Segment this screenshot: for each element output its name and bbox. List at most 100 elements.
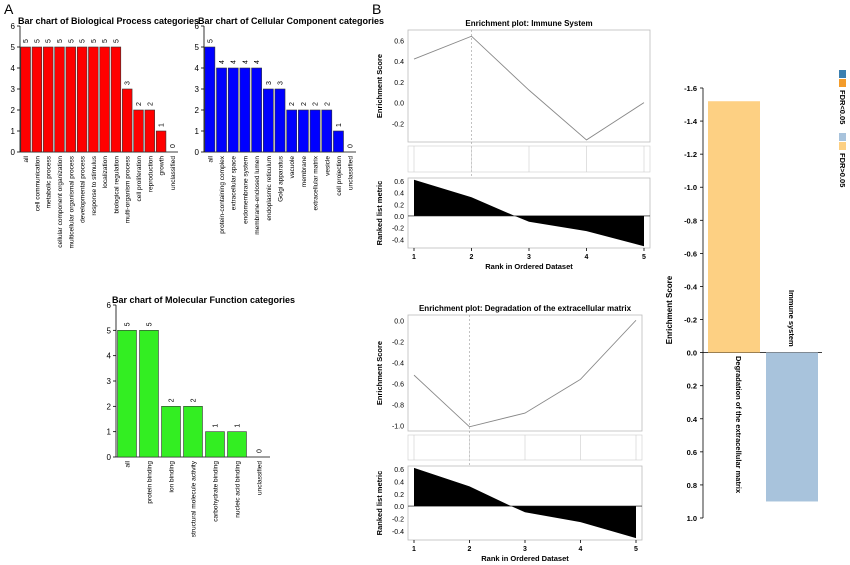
bar — [309, 109, 321, 153]
category-label: developmental process — [80, 155, 87, 223]
category-label: unclassified — [348, 156, 355, 190]
x-axis-label: Rank in Ordered Dataset — [481, 554, 569, 563]
es-tick-label: 0.6 — [394, 38, 404, 45]
y-tick-label: -1.4 — [684, 117, 698, 126]
panel-b-label: B — [372, 1, 381, 17]
x-tick-label: 1 — [412, 254, 416, 261]
bar — [54, 46, 65, 153]
category-label: cell communication — [34, 156, 41, 212]
x-tick-label: 5 — [634, 546, 638, 553]
data-label: 5 — [80, 39, 87, 43]
enrichment-score-bar-chart: -1.6 -1.4 -1.2 -1.0 -0.8 -0.6 -0.4 -0.2 0.0 0.2 0.… — [665, 70, 847, 523]
category-label: multicellular organismal process — [68, 155, 75, 248]
x-tick-label: 2 — [470, 254, 474, 261]
y-tick-label: -1.0 — [684, 183, 697, 192]
bar — [88, 46, 99, 153]
bar — [139, 330, 159, 458]
chart-title: Enrichment plot: Degradation of the extr… — [419, 304, 632, 313]
y-tick-label: 1 — [107, 428, 112, 437]
metric-tick-label: 0.4 — [394, 479, 404, 486]
y-tick-label: 6 — [107, 301, 112, 310]
es-tick-label: -0.8 — [392, 403, 404, 410]
immune-enrichment-plot: Enrichment plot: Immune System 0.6 0.4 0.2 0… — [375, 19, 651, 271]
category-label: cellular component organization — [57, 156, 64, 248]
es-panel-frame — [407, 314, 643, 432]
metric-area — [414, 179, 644, 247]
y-tick-label: 0 — [195, 148, 200, 157]
metric-tick-label: 0.6 — [394, 467, 404, 474]
es-tick-label: -0.6 — [392, 382, 404, 389]
y-tick-label: 3 — [107, 377, 112, 386]
data-label: 1 — [159, 123, 166, 127]
data-label: 5 — [68, 39, 75, 43]
data-label: 5 — [34, 39, 41, 43]
y-tick-label: 0.8 — [687, 481, 697, 490]
x-tick-label: 2 — [468, 546, 472, 553]
metric-tick-label: -0.4 — [392, 529, 404, 536]
bar — [99, 46, 110, 153]
y-tick-label: -1.6 — [684, 84, 697, 93]
es-line — [413, 319, 637, 428]
category-label: cell projection — [336, 156, 343, 196]
y-tick-label: -1.2 — [684, 150, 697, 159]
es-tick-label: -0.2 — [392, 121, 404, 128]
data-label: 5 — [57, 39, 64, 43]
bar — [766, 352, 818, 502]
es-panel-frame — [407, 29, 651, 143]
metric-y-label: Ranked list metric — [375, 181, 384, 246]
data-label: 0 — [348, 144, 355, 148]
bar — [204, 46, 216, 153]
y-tick-label: 0 — [11, 148, 16, 157]
y-tick-label: 4 — [195, 64, 200, 73]
y-tick-label: -0.6 — [684, 249, 697, 258]
y-tick-label: -0.8 — [684, 216, 697, 225]
metric-tick-label: 0.0 — [394, 504, 404, 511]
metric-tick-label: 0.4 — [394, 191, 404, 198]
data-label: 1 — [213, 424, 220, 428]
data-label: 2 — [301, 102, 308, 106]
data-label: 5 — [46, 39, 53, 43]
y-tick-label: 2 — [107, 402, 112, 411]
category-label: structural molecule activity — [191, 460, 198, 537]
bar — [239, 67, 251, 153]
bar — [274, 88, 286, 153]
es-tick-label: 0.0 — [394, 101, 404, 108]
metric-tick-label: 0.0 — [394, 214, 404, 221]
x-tick-label: 5 — [642, 254, 646, 261]
cc-bar-chart: Bar chart of Cellular Component categori… — [195, 16, 385, 235]
category-label: ion binding — [169, 461, 176, 493]
bar — [31, 46, 43, 153]
data-label: 2 — [191, 398, 198, 402]
es-y-label: Enrichment Score — [375, 54, 384, 118]
bar — [144, 109, 155, 153]
bar — [155, 130, 167, 153]
category-label: membrane-enclosed lumen — [254, 156, 261, 235]
x-tick-label: 3 — [527, 254, 531, 261]
data-label: 0 — [257, 449, 264, 453]
data-label: 2 — [289, 102, 296, 106]
data-label: 5 — [23, 39, 30, 43]
category-label: Golgi apparatus — [278, 155, 285, 202]
category-label: protein-containing complex — [219, 155, 226, 233]
es-y-label: Enrichment Score — [375, 341, 384, 405]
legend-swatch — [839, 70, 846, 78]
y-tick-label: 1.0 — [687, 514, 697, 523]
y-tick-label: 6 — [11, 22, 16, 31]
x-tick-label: 1 — [412, 546, 416, 553]
x-axis-label: Rank in Ordered Dataset — [485, 262, 573, 271]
category-label: endomembrane system — [242, 156, 249, 224]
bp-bar-chart: Bar chart of Biological Process categori… — [11, 16, 200, 248]
legend-swatch — [839, 79, 846, 87]
y-tick-label: 0.0 — [687, 349, 697, 358]
y-tick-label: 0 — [107, 453, 112, 462]
bar — [110, 46, 122, 153]
y-tick-label: 4 — [11, 64, 16, 73]
mf-bar-chart: Bar chart of Molecular Function categori… — [107, 295, 296, 537]
bar — [216, 67, 227, 153]
data-label: 1 — [336, 123, 343, 127]
data-label: 2 — [324, 102, 331, 106]
y-tick-label: 5 — [11, 43, 16, 52]
bar — [333, 130, 344, 153]
category-label: unclassified — [257, 461, 264, 495]
data-label: 2 — [136, 102, 143, 106]
